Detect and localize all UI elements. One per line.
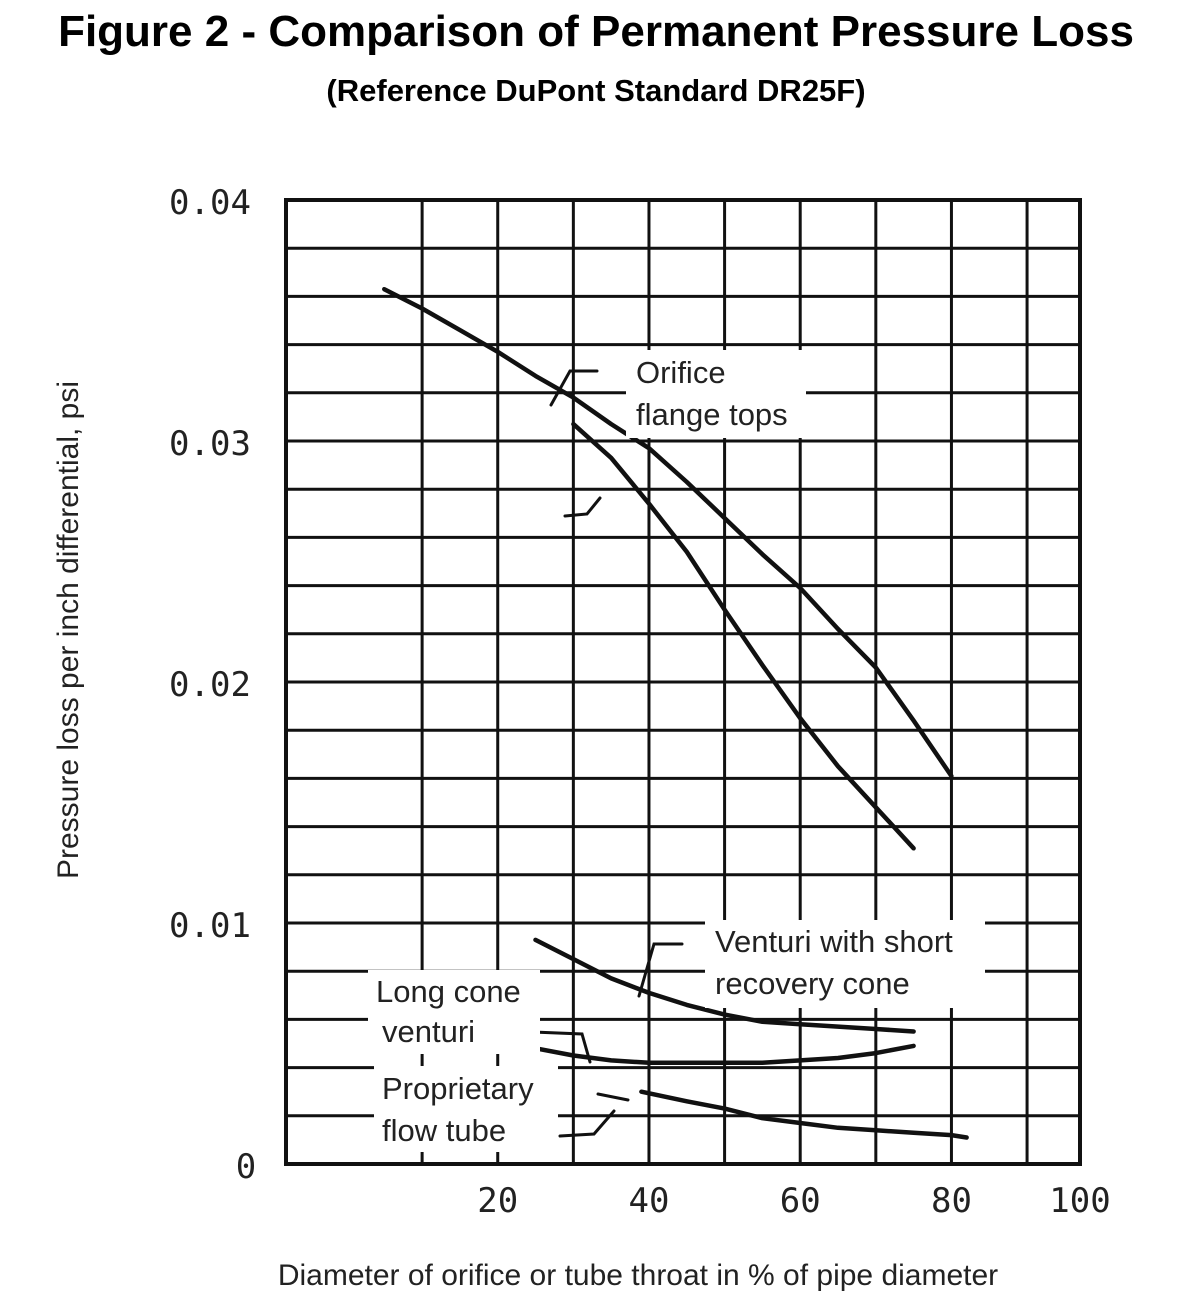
proprietary-flow-tube-curve [639, 1089, 969, 1140]
plot-frame [284, 198, 1082, 1166]
venturi-short-label-bg [705, 920, 985, 1008]
x-tick-label: 20 [477, 1181, 518, 1221]
orifice-second-curve [571, 421, 916, 851]
proprietary-label: Proprietary flow tube [382, 1071, 534, 1148]
y-tick-label: 0 [236, 1147, 256, 1187]
grid [286, 200, 1080, 1164]
y-axis-label: Pressure loss per inch differential, psi [52, 381, 85, 879]
orifice-leader-b [563, 496, 602, 518]
chart-subtitle: (Reference DuPont Standard DR25F) [326, 73, 865, 108]
proprietary-leader-a [558, 1109, 616, 1138]
x-tick-label: 40 [628, 1181, 669, 1221]
orifice-leader-a [549, 369, 599, 407]
y-tick-label: 0.03 [169, 424, 251, 464]
tick-labels: 20 40 60 80 100 0 0.01 0.02 0.03 0.04 [169, 183, 1111, 1221]
long-cone-label: Long cone venturi [376, 974, 521, 1049]
long-cone-label-bg [368, 970, 540, 1054]
long-cone-venturi-curve [533, 1043, 916, 1066]
orifice-label-bg [626, 350, 806, 438]
x-tick-label: 60 [780, 1181, 821, 1221]
orifice-flange-tops-curve [382, 286, 954, 779]
x-tick-label: 100 [1049, 1181, 1110, 1221]
curves [382, 286, 969, 1140]
y-tick-label: 0.01 [169, 906, 251, 946]
venturi-short-leader [637, 942, 684, 998]
x-tick-label: 80 [931, 1181, 972, 1221]
venturi-short-cone-curve [533, 937, 916, 1034]
venturi-short-label: Venturi with short recovery cone [715, 924, 953, 1001]
chart-title: Figure 2 - Comparison of Permanent Press… [58, 7, 1134, 56]
y-tick-label: 0.04 [169, 183, 251, 223]
y-tick-label: 0.02 [169, 665, 251, 705]
x-axis-label: Diameter of orifice or tube throat in % … [278, 1259, 998, 1292]
orifice-label: Orifice flange tops [636, 355, 788, 432]
proprietary-label-bg [374, 1066, 558, 1152]
proprietary-leader-b [596, 1092, 630, 1102]
